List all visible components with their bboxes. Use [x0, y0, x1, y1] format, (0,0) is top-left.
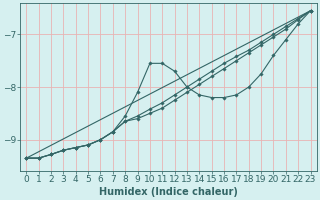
- X-axis label: Humidex (Indice chaleur): Humidex (Indice chaleur): [99, 187, 238, 197]
